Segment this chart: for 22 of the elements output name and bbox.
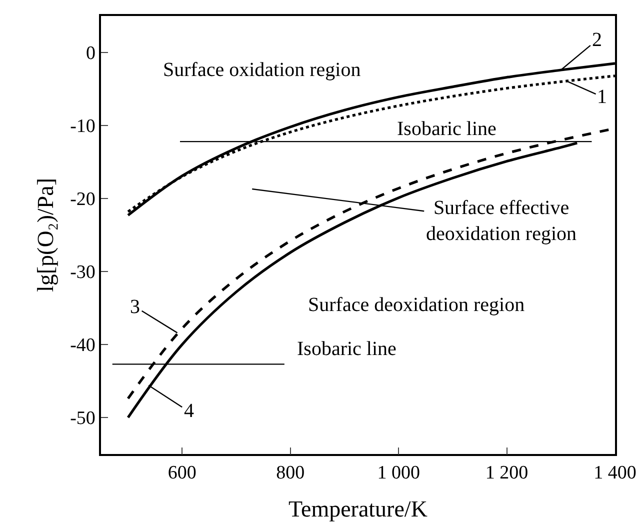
annotation: 3 [130, 296, 140, 318]
annotation: Isobaric line [297, 338, 397, 360]
y-tick-label: -30 [70, 262, 96, 284]
x-tick-label: 1 400 [594, 462, 636, 484]
y-tick-label: 0 [86, 43, 96, 64]
x-tick-label: 1 000 [377, 462, 420, 484]
y-tick-label: -50 [70, 408, 96, 430]
y-tick-label: -20 [70, 189, 96, 210]
y-tick-label: -40 [70, 335, 96, 356]
annotation: 1 [597, 86, 607, 108]
y-axis-title: lg[p(O₂)/Pa] [33, 178, 58, 292]
annotation: 2 [592, 29, 602, 51]
annotation: Isobaric line [397, 118, 497, 140]
annotation: Surface effective deoxidation region [426, 197, 577, 245]
y-tick-label: -10 [70, 116, 96, 138]
annotation: 4 [184, 400, 194, 422]
x-axis-title: Temperature/K [288, 496, 428, 522]
annotation: Surface oxidation region [163, 59, 361, 81]
x-tick-label: 1 200 [485, 462, 528, 484]
x-tick-label: 800 [276, 462, 305, 484]
x-tick-label: 600 [168, 462, 196, 484]
annotation: Surface deoxidation region [308, 294, 525, 316]
